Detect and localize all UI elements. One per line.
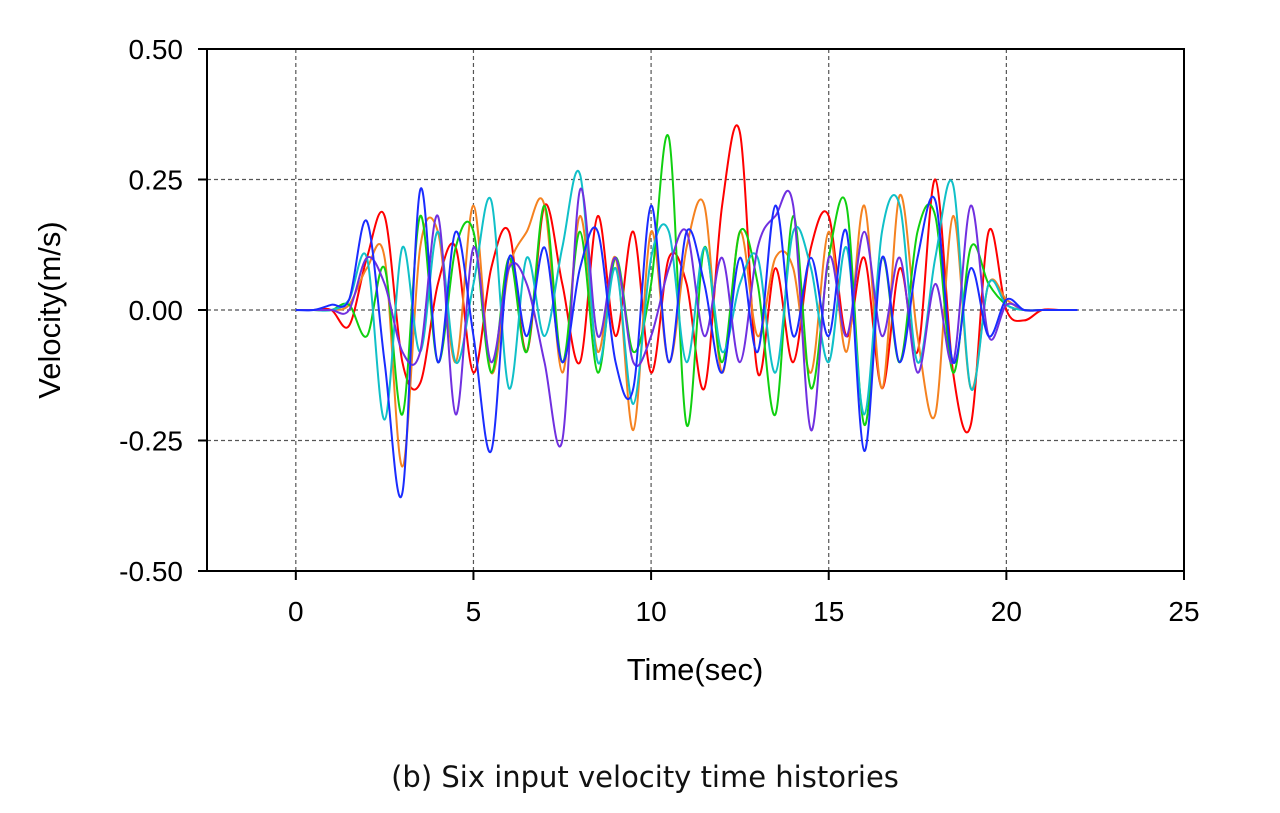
y-tick-label: -0.25 [119, 426, 183, 457]
x-tick-label: 10 [636, 596, 667, 627]
y-tick-label: 0.50 [129, 34, 184, 65]
series-line-blue [295, 187, 1078, 498]
series-line-red [295, 124, 1078, 434]
y-axis-label: Velocity(m/s) [32, 221, 67, 398]
x-tick-label: 20 [991, 596, 1022, 627]
x-tick-label: 15 [813, 596, 844, 627]
axis-ticks: 0 5 10 15 20 25 0.50 0.25 0.00 -0.25 -0.50 [119, 34, 1199, 627]
figure-caption: (b) Six input velocity time histories [391, 760, 899, 794]
y-tick-label: -0.50 [119, 556, 183, 587]
x-tick-label: 25 [1168, 596, 1199, 627]
y-tick-label: 0.00 [129, 295, 184, 326]
x-tick-label: 0 [288, 596, 304, 627]
series-line-purple [295, 187, 1078, 448]
x-tick-label: 5 [466, 596, 482, 627]
x-axis-label: Time(sec) [627, 652, 764, 687]
y-tick-label: 0.25 [129, 165, 184, 196]
series-group [295, 124, 1078, 498]
